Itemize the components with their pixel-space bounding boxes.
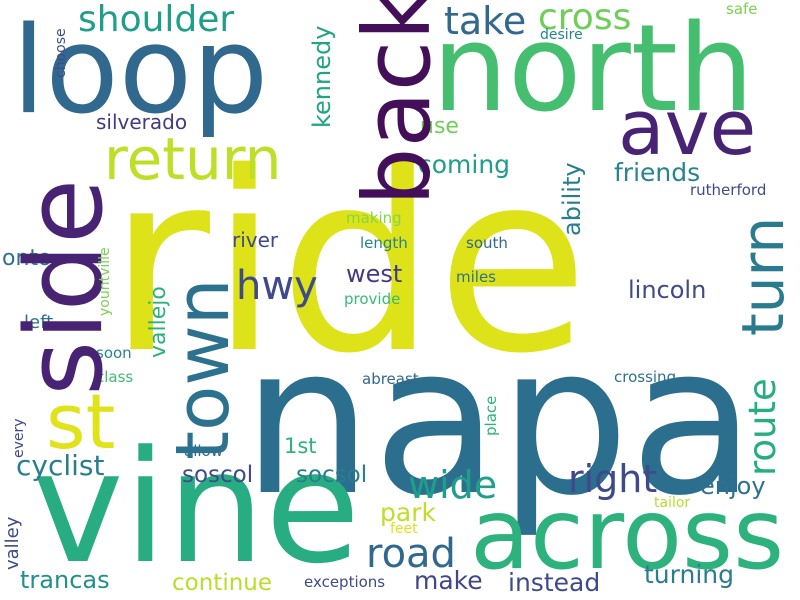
word-desire: desire	[540, 27, 583, 43]
word-north: north	[432, 0, 754, 139]
word-instead: instead	[508, 568, 601, 597]
word-continue: continue	[172, 570, 273, 596]
word-ride: ride	[108, 120, 589, 408]
word-trancas: trancas	[20, 566, 110, 594]
word-shoulder: shoulder	[78, 0, 235, 40]
word-ave: ave	[618, 83, 757, 172]
word-socsol: socsol	[296, 462, 368, 488]
word-provide: provide	[344, 290, 401, 308]
word-return: return	[104, 125, 282, 193]
word-soscol: soscol	[182, 462, 254, 488]
word-soon: soon	[96, 344, 132, 362]
word-make: make	[414, 566, 483, 595]
word-rutherford: rutherford	[690, 181, 767, 199]
word-turn: turn	[729, 216, 797, 336]
word-vine: vine	[32, 417, 361, 598]
word-west: west	[346, 260, 403, 288]
word-onto: onto	[2, 246, 52, 271]
word-making: making	[346, 209, 402, 227]
word-wide: wide	[408, 463, 498, 507]
word-road: road	[366, 531, 456, 577]
word-place: place	[482, 395, 500, 436]
word-crossing: crossing	[614, 368, 677, 386]
word-kennedy: kennedy	[308, 25, 336, 128]
word-river: river	[232, 228, 279, 252]
word-park: park	[380, 498, 436, 527]
word-abreast: abreast	[362, 370, 419, 388]
word-hwy: hwy	[236, 263, 318, 309]
word-silverado: silverado	[96, 110, 188, 134]
word-cyclist: cyclist	[16, 449, 105, 482]
word-route: route	[741, 378, 784, 476]
word-every: every	[11, 418, 27, 458]
word-feet: feet	[390, 521, 418, 537]
word-turning: turning	[644, 560, 734, 589]
word-safe: safe	[726, 0, 758, 18]
word-town: town	[160, 278, 246, 460]
word-tailor: tailor	[654, 495, 691, 511]
word-south: south	[466, 234, 508, 252]
word-cross: cross	[538, 0, 632, 38]
word-allow: allow	[184, 442, 223, 460]
word-lincoln: lincoln	[628, 276, 707, 304]
word-st: st	[46, 377, 116, 466]
word-napa: napa	[242, 301, 756, 541]
word-choose: choose	[53, 28, 69, 78]
word-1st: 1st	[284, 434, 317, 458]
word-enjoy: enjoy	[700, 472, 766, 500]
word-ability: ability	[558, 162, 586, 236]
word-take: take	[444, 0, 527, 43]
word-left: left	[24, 312, 54, 333]
word-valley: valley	[2, 516, 23, 570]
word-back: back	[344, 0, 451, 206]
word-right: right	[568, 457, 658, 501]
word-vallejo: vallejo	[146, 286, 171, 358]
word-exceptions: exceptions	[304, 573, 386, 591]
word-yountville: yountville	[97, 247, 113, 316]
word-loop: loop	[12, 2, 269, 141]
word-coming: coming	[418, 150, 511, 179]
word-friends: friends	[614, 158, 701, 187]
word-across: across	[470, 478, 785, 592]
word-use: use	[420, 114, 459, 139]
word-class: class	[96, 368, 134, 386]
word-length: length	[360, 234, 408, 252]
word-miles: miles	[456, 268, 496, 286]
